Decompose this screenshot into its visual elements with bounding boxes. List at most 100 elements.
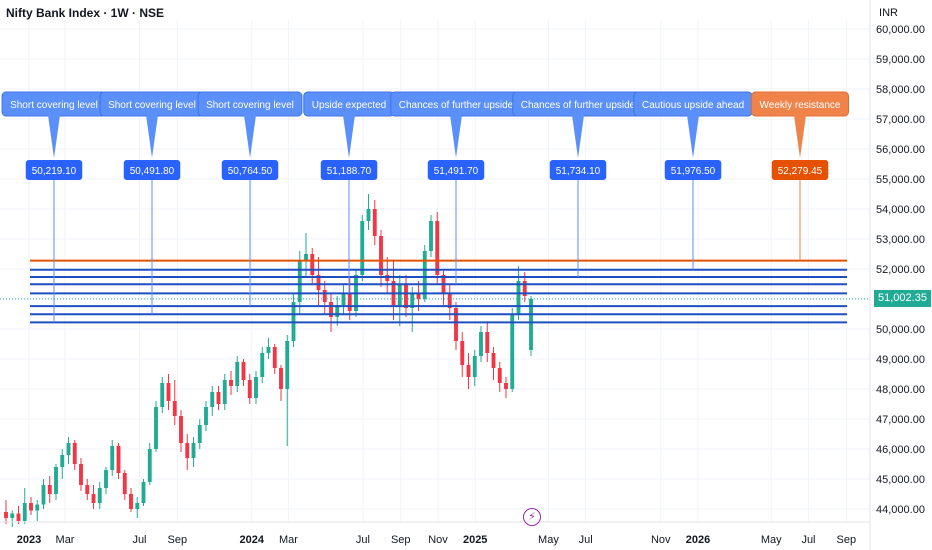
callout-value-badge — [123, 160, 181, 180]
candle-body — [460, 341, 465, 365]
candle-body — [397, 284, 402, 305]
candle-body — [122, 473, 127, 494]
x-tick-label: Sep — [168, 534, 188, 546]
candle-body — [497, 368, 502, 383]
candle-body — [179, 416, 183, 443]
lightning-icon[interactable]: ⚡ — [523, 508, 541, 526]
candle-body — [341, 293, 346, 305]
candle-body — [204, 407, 208, 425]
candle-body — [472, 356, 477, 377]
callout-value: 51,491.70 — [434, 166, 479, 177]
callout-pointer — [244, 115, 256, 158]
x-axis: 2023 Mar Jul Sep 2024 Mar Jul Sep Nov 2025 May Jul N… — [17, 534, 856, 546]
candle-body — [304, 254, 308, 260]
currency-label[interactable]: INR — [879, 7, 898, 19]
candle-body — [429, 221, 433, 251]
y-tick-label: 50,000.00 — [876, 324, 925, 336]
y-tick-label: 49,000.00 — [876, 354, 925, 366]
candle-body — [141, 482, 146, 503]
candle-body — [29, 503, 33, 511]
candle-body — [310, 254, 315, 275]
x-tick-label: 2026 — [686, 534, 710, 546]
y-tick-label: 52,000.00 — [876, 264, 925, 276]
x-tick-label: 2023 — [17, 534, 41, 546]
candle-body — [366, 209, 371, 221]
candle-body — [410, 293, 415, 308]
x-tick-label: Jul — [579, 534, 593, 546]
y-tick-label: 58,000.00 — [876, 84, 925, 96]
callout-value-badge — [320, 160, 378, 180]
candle-body — [329, 302, 333, 317]
level-callout[interactable]: Chances of further upside 51,734.10 — [512, 91, 644, 277]
candle-body — [79, 464, 83, 485]
x-tick-label: Mar — [56, 534, 75, 546]
level-callout[interactable]: Short covering level 50,219.10 — [1, 91, 107, 323]
candle-body — [197, 425, 202, 443]
candle-body — [172, 401, 177, 416]
candle-body — [504, 383, 508, 389]
x-tick-label: May — [761, 534, 782, 546]
callout-pointer — [450, 115, 462, 158]
x-tick-label: Nov — [428, 534, 448, 546]
level-callout[interactable]: Cautious upside ahead 51,976.50 — [633, 91, 753, 270]
y-tick-label: 54,000.00 — [876, 204, 925, 216]
candle-body — [22, 503, 27, 521]
x-tick-label: 2025 — [463, 534, 487, 546]
x-tick-label: Sep — [391, 534, 411, 546]
weekly-resistance-callout[interactable]: Weekly resistance 52,279.45 — [751, 91, 849, 261]
candle-body — [116, 446, 121, 473]
candle-body — [97, 488, 102, 503]
candle-body — [435, 221, 440, 275]
candle-body — [222, 380, 227, 404]
candle-body — [316, 275, 321, 290]
callout-pointer — [687, 115, 699, 158]
x-tick-label: Jul — [801, 534, 815, 546]
candle-body — [516, 281, 521, 314]
candle-body — [104, 470, 108, 488]
callout-value-badge — [427, 160, 485, 180]
candle-body — [422, 251, 427, 299]
callout-label: Short covering level — [10, 100, 98, 111]
y-tick-label: 46,000.00 — [876, 444, 925, 456]
candle-body — [372, 209, 377, 236]
callout-label: Short covering level — [108, 100, 196, 111]
candle-body — [272, 347, 277, 368]
candle-body — [85, 485, 90, 494]
candle-body — [479, 332, 483, 356]
candle-body — [260, 353, 265, 377]
candle-body — [416, 293, 421, 299]
level-callout[interactable]: Upside expected 51,188.70 — [303, 91, 395, 294]
candle-body — [216, 392, 221, 404]
candle-body — [147, 449, 152, 482]
candle-body — [285, 341, 290, 389]
candle-body — [35, 504, 40, 511]
x-tick-label: 2024 — [240, 534, 265, 546]
y-tick-label: 59,000.00 — [876, 54, 925, 66]
level-callout[interactable]: Short covering level 50,491.80 — [99, 91, 205, 315]
chart-title[interactable]: Nifty Bank Index · 1W · NSE — [6, 6, 165, 20]
candle-body — [335, 305, 340, 317]
candle-body — [235, 362, 240, 386]
callout-label: Chances of further upside — [521, 100, 636, 111]
candle-body — [247, 380, 252, 398]
candle-body — [385, 275, 390, 281]
x-tick-label: May — [538, 534, 559, 546]
callout-value: 51,188.70 — [327, 166, 372, 177]
candle-body — [491, 353, 496, 368]
candle-body — [160, 383, 165, 407]
last-price-badge: 51,002.35 — [874, 290, 931, 307]
level-callout[interactable]: Short covering level 50,764.50 — [197, 91, 303, 307]
y-tick-label: 47,000.00 — [876, 414, 925, 426]
candle-body — [529, 298, 533, 350]
candle-body — [322, 290, 327, 302]
candle-body — [110, 446, 115, 470]
level-callout[interactable]: Chances of further upside 51,491.70 — [390, 91, 522, 285]
candle-body — [41, 485, 46, 505]
candle-body — [297, 260, 302, 302]
candle-body — [210, 392, 215, 407]
candles — [4, 194, 533, 527]
candle-body — [229, 380, 233, 386]
callout-value-badge — [664, 160, 722, 180]
